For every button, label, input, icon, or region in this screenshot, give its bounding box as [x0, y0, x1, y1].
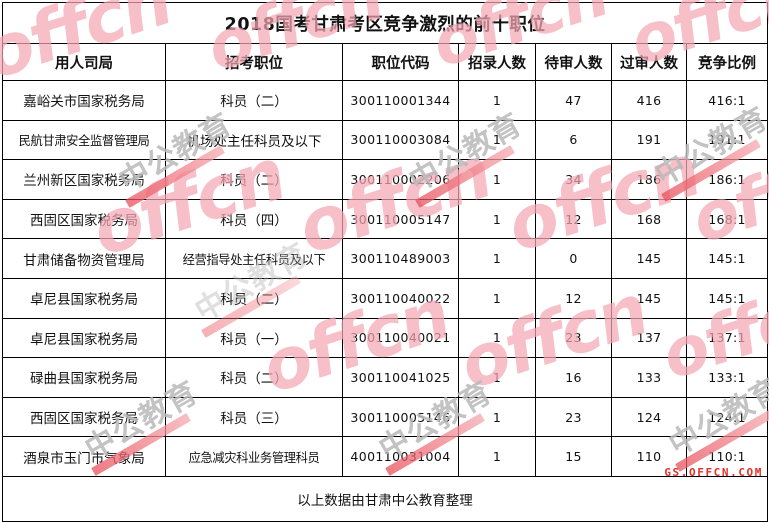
cell-pending: 15	[535, 436, 612, 477]
cell-code: 300110003084	[342, 119, 459, 161]
cell-pending: 16	[535, 357, 612, 398]
table-row: 酒泉市玉门市气象局 应急减灾科业务管理科员 400110031004 1 15 110 11…	[2, 436, 768, 477]
cell-passed: 124	[611, 396, 687, 438]
cell-dept: 西固区国家税务局	[2, 396, 166, 438]
cell-dept: 西固区国家税务局	[2, 198, 166, 240]
column-header-hire: 招录人数	[458, 43, 536, 81]
cell-passed: 191	[611, 119, 687, 161]
cell-dept: 碌曲县国家税务局	[2, 357, 166, 398]
cell-passed: 168	[611, 198, 687, 240]
title-row: 2018国考甘肃考区竞争激烈的前十职位	[2, 2, 768, 44]
cell-ratio: 168:1	[686, 198, 768, 240]
cell-pending: 23	[535, 317, 612, 359]
cell-code: 300110005146	[342, 396, 459, 438]
cell-post: 科员（二）	[165, 277, 343, 319]
column-header-dept: 用人司局	[2, 43, 166, 81]
cell-hire: 1	[458, 277, 536, 319]
cell-hire: 1	[458, 396, 536, 438]
cell-ratio: 124:1	[686, 396, 768, 438]
table-row: 民航甘肃安全监督管理局 机场处主任科员及以下 300110003084 1 6 191 19…	[2, 119, 768, 161]
cell-ratio: 145:1	[686, 277, 768, 319]
column-header-pending: 待审人数	[535, 43, 612, 81]
cell-ratio: 416:1	[686, 80, 768, 121]
cell-dept: 酒泉市玉门市气象局	[2, 436, 166, 477]
cell-hire: 1	[458, 436, 536, 477]
cell-dept: 嘉峪关市国家税务局	[2, 80, 166, 121]
cell-code: 300110001344	[342, 80, 459, 121]
cell-code: 400110031004	[342, 436, 459, 477]
cell-pending: 6	[535, 119, 612, 161]
table-row: 嘉峪关市国家税务局 科员（二） 300110001344 1 47 416 416:1	[2, 80, 768, 121]
cell-post: 机场处主任科员及以下	[165, 119, 343, 161]
cell-passed: 110	[611, 436, 687, 477]
column-header-post: 招考职位	[165, 43, 343, 81]
cell-dept: 卓尼县国家税务局	[2, 317, 166, 359]
cell-post: 经营指导处主任科员及以下	[165, 238, 343, 279]
cell-hire: 1	[458, 198, 536, 240]
column-header-code: 职位代码	[342, 43, 459, 81]
cell-ratio: 191:1	[686, 119, 768, 161]
cell-ratio: 133:1	[686, 357, 768, 398]
cell-pending: 34	[535, 159, 612, 200]
cell-passed: 145	[611, 277, 687, 319]
table-row: 兰州新区国家税务局 科员（二） 300110002206 1 34 186 186:1	[2, 159, 768, 200]
cell-passed: 186	[611, 159, 687, 200]
cell-post: 科员（二）	[165, 159, 343, 200]
table-row: 卓尼县国家税务局 科员（二） 300110040022 1 12 145 145:1	[2, 277, 768, 319]
cell-code: 300110040021	[342, 317, 459, 359]
cell-dept: 兰州新区国家税务局	[2, 159, 166, 200]
cell-passed: 416	[611, 80, 687, 121]
cell-hire: 1	[458, 119, 536, 161]
cell-post: 科员（一）	[165, 317, 343, 359]
cell-ratio: 186:1	[686, 159, 768, 200]
cell-post: 科员（四）	[165, 198, 343, 240]
cell-ratio: 137:1	[686, 317, 768, 359]
table-row: 西固区国家税务局 科员（四） 300110005147 1 12 168 168:1	[2, 198, 768, 240]
table-row: 碌曲县国家税务局 科员（二） 300110041025 1 16 133 133:1	[2, 357, 768, 398]
cell-dept: 民航甘肃安全监督管理局	[2, 119, 166, 161]
cell-passed: 137	[611, 317, 687, 359]
cell-code: 300110005147	[342, 198, 459, 240]
cell-post: 科员（三）	[165, 396, 343, 438]
cell-passed: 133	[611, 357, 687, 398]
cell-pending: 12	[535, 198, 612, 240]
page-title: 2018国考甘肃考区竞争激烈的前十职位	[2, 2, 768, 44]
table-row: 卓尼县国家税务局 科员（一） 300110040021 1 23 137 137:1	[2, 317, 768, 359]
cell-code: 300110002206	[342, 159, 459, 200]
cell-pending: 47	[535, 80, 612, 121]
cell-pending: 12	[535, 277, 612, 319]
footer-note: 以上数据由甘肃中公教育整理	[2, 475, 768, 522]
cell-code: 300110041025	[342, 357, 459, 398]
cell-post: 科员（二）	[165, 80, 343, 121]
cell-post: 科员（二）	[165, 357, 343, 398]
cell-post: 应急减灾科业务管理科员	[165, 436, 343, 477]
cell-code: 300110040022	[342, 277, 459, 319]
cell-pending: 0	[535, 238, 612, 279]
cell-hire: 1	[458, 317, 536, 359]
table-row: 西固区国家税务局 科员（三） 300110005146 1 23 124 124:1	[2, 396, 768, 438]
column-header-passed: 过审人数	[611, 43, 687, 81]
site-stamp: GS.OFFCN.COM	[664, 466, 763, 479]
footer-row: 以上数据由甘肃中公教育整理	[2, 475, 768, 522]
cell-code: 300110489003	[342, 238, 459, 279]
cell-hire: 1	[458, 357, 536, 398]
cell-dept: 卓尼县国家税务局	[2, 277, 166, 319]
cell-dept: 甘肃储备物资管理局	[2, 238, 166, 279]
cell-passed: 145	[611, 238, 687, 279]
header-row: 用人司局 招考职位 职位代码 招录人数 待审人数 过审人数 竞争比例	[2, 43, 768, 81]
cell-hire: 1	[458, 80, 536, 121]
cell-hire: 1	[458, 238, 536, 279]
table-row: 甘肃储备物资管理局 经营指导处主任科员及以下 300110489003 1 0 145 14…	[2, 238, 768, 279]
cell-pending: 23	[535, 396, 612, 438]
column-header-ratio: 竞争比例	[686, 43, 768, 81]
cell-hire: 1	[458, 159, 536, 200]
cell-ratio: 145:1	[686, 238, 768, 279]
